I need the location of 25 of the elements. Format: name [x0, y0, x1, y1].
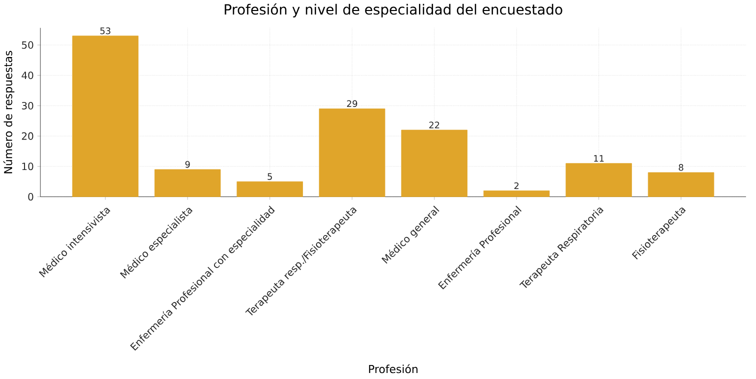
- data-label: 9: [185, 161, 190, 168]
- y-tick-label: 10: [22, 162, 34, 170]
- bar: [566, 163, 632, 198]
- data-label: 5: [268, 173, 272, 180]
- y-tick-label: 0: [28, 193, 34, 201]
- bar: [401, 130, 468, 198]
- data-label: 53: [100, 28, 110, 34]
- bar: [648, 172, 714, 198]
- chart-title: Profesión y nivel de especialidad del encuestado: [224, 3, 562, 18]
- data-label: 8: [678, 164, 684, 171]
- bar: [236, 182, 303, 198]
- y-axis-title: Número de respuestas: [3, 51, 14, 174]
- data-label: 2: [514, 182, 519, 190]
- data-label: 11: [594, 155, 604, 162]
- bar: [318, 108, 386, 198]
- data-label: 29: [347, 100, 358, 108]
- bar: [72, 36, 138, 198]
- data-label: 22: [429, 122, 440, 128]
- y-tick-label: 30: [22, 102, 34, 110]
- bar: [483, 190, 550, 198]
- bar: [154, 169, 221, 198]
- y-tick-label: 50: [22, 41, 34, 49]
- y-tick-label: 40: [22, 72, 34, 80]
- y-tick-label: 20: [22, 132, 34, 140]
- x-axis-title: Profesión: [369, 364, 418, 374]
